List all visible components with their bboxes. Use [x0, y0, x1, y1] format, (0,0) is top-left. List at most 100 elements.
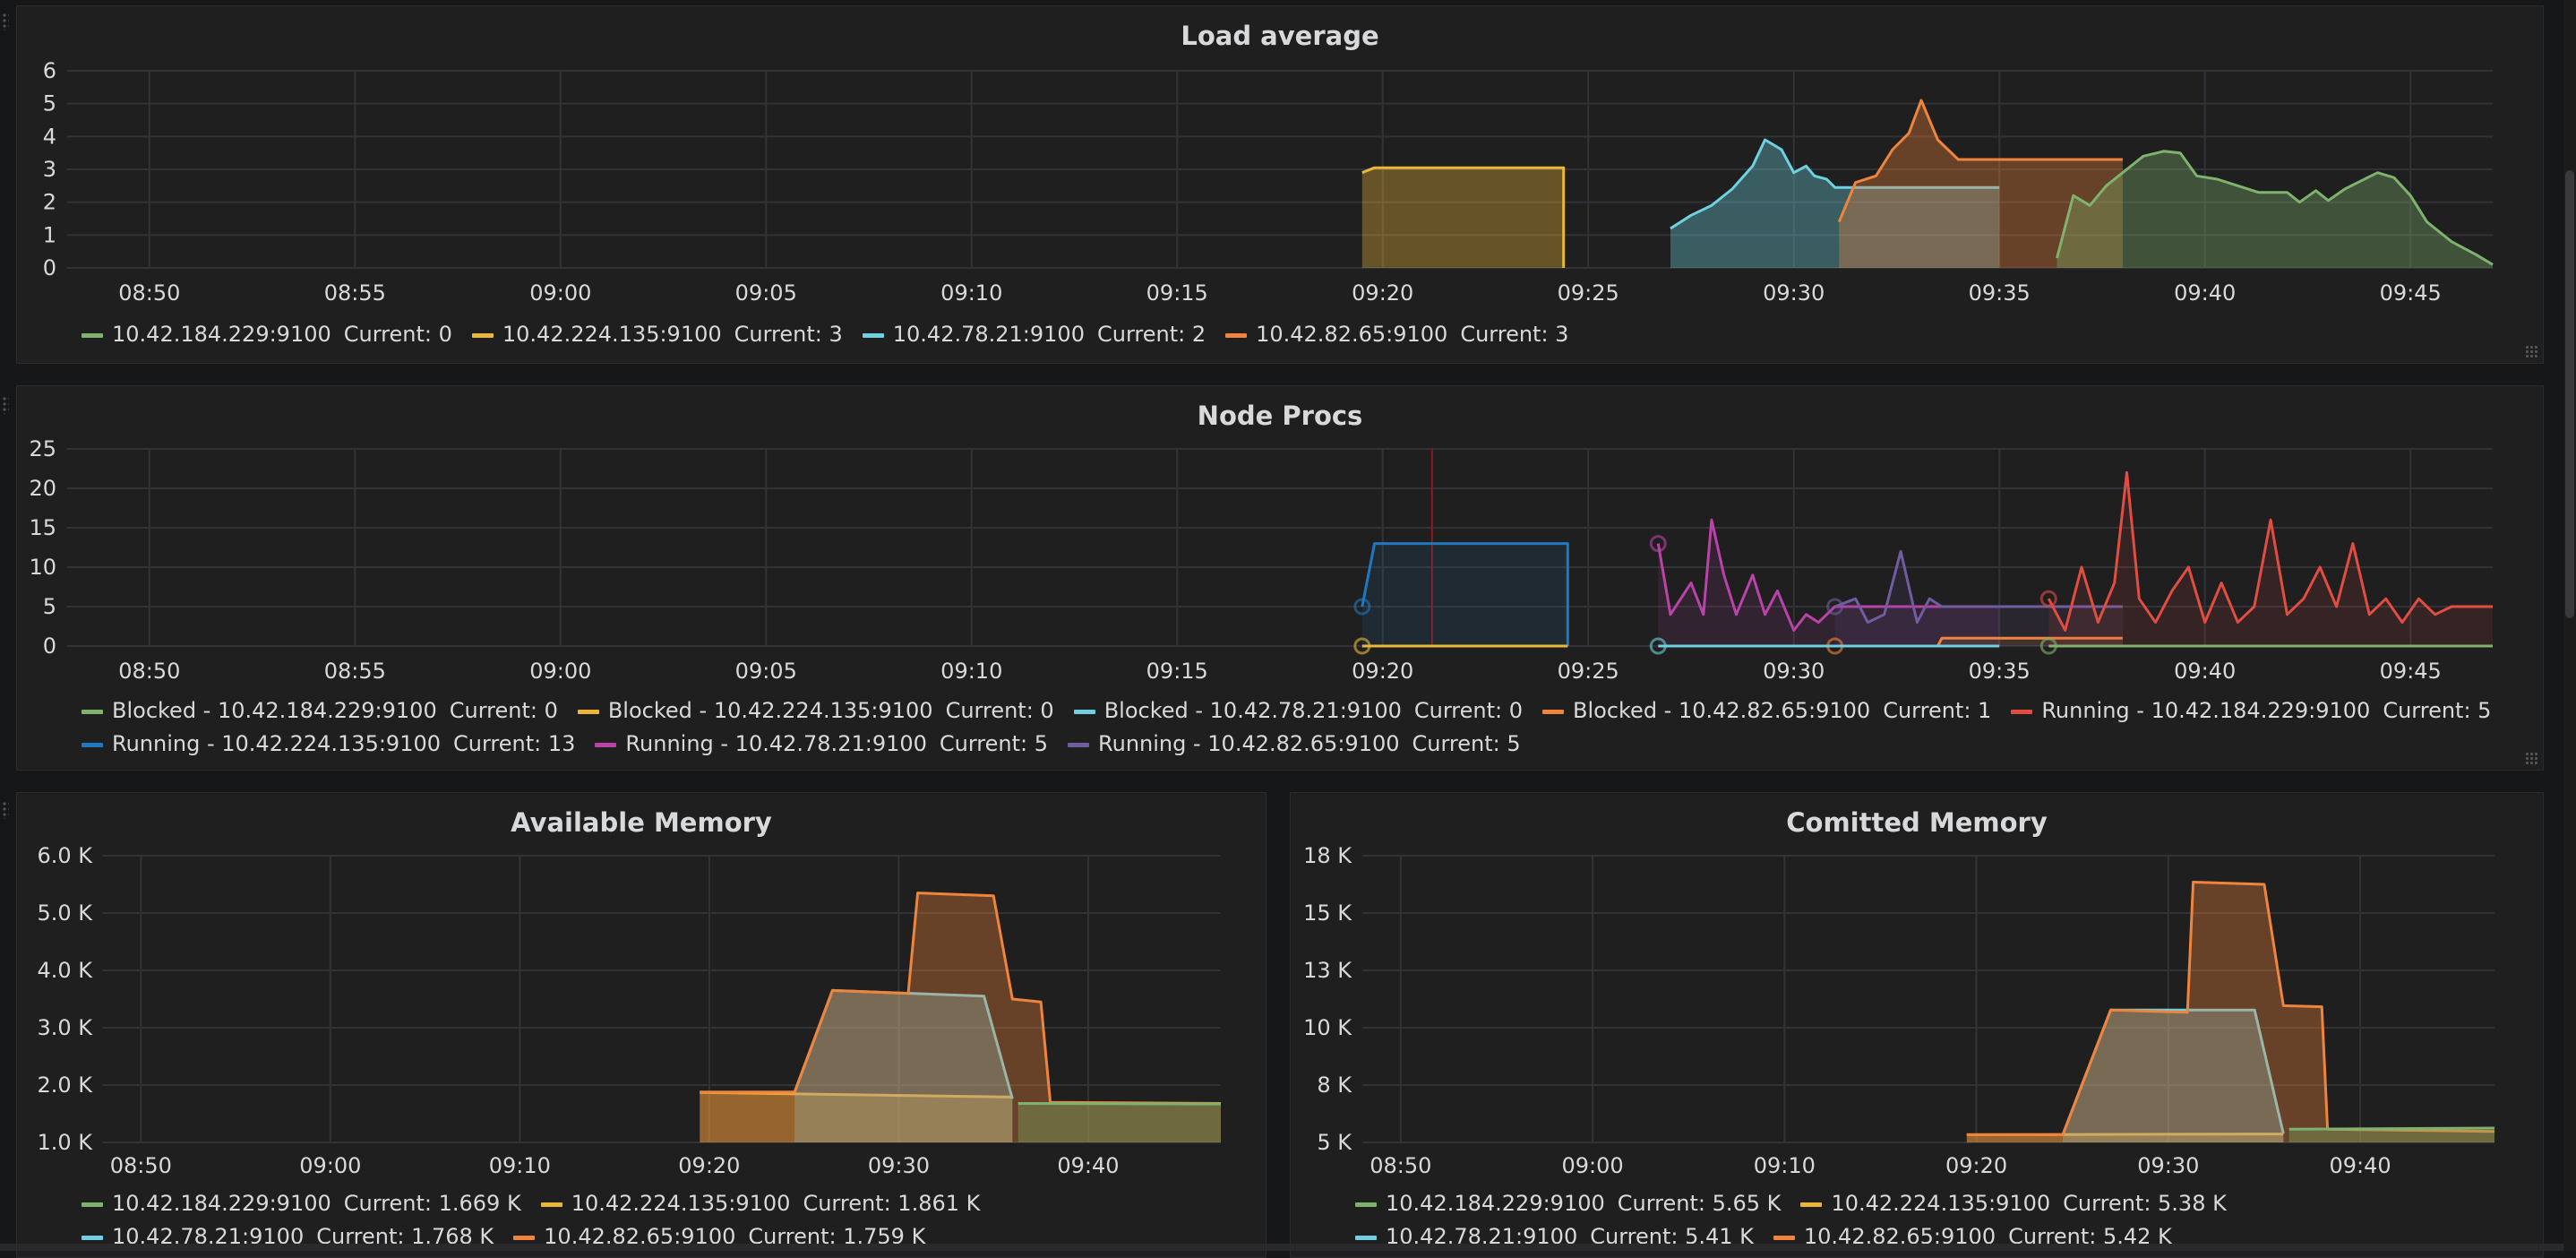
x-tick-label: 08:50 — [118, 280, 180, 306]
legend-item[interactable]: 10.42.184.229:9100 Current: 5.65 K — [1355, 1191, 1781, 1216]
available-memory-panel: Available Memory 1.0 K 2.0 K 3.0 K 4.0 K 5.0… — [16, 792, 1267, 1258]
legend-item[interactable]: 10.42.184.229:9100 Current: 0 — [82, 322, 452, 347]
legend-swatch — [82, 742, 103, 747]
legend-current-value: Current: 5.38 K — [2063, 1191, 2227, 1216]
bottom-scrollbar[interactable] — [0, 1244, 2576, 1251]
scrollbar-thumb[interactable] — [2565, 170, 2574, 618]
legend-current-value: Current: 3 — [1460, 322, 1569, 347]
x-tick-label: 09:10 — [940, 659, 1002, 684]
drag-handle[interactable] — [2, 13, 9, 30]
page-scrollbar[interactable] — [2563, 0, 2576, 1251]
load-average-chart[interactable]: 0 1 2 3 4 5 6 08:50 08:55 09:00 09:05 09:10 09:15 09:… — [17, 6, 2543, 311]
legend-swatch — [82, 1235, 103, 1240]
committed-memory-panel: Comitted Memory 5 K 8 K 10 K 13 K 15 K 18 K 08… — [1290, 792, 2544, 1258]
x-tick-label: 08:50 — [110, 1153, 172, 1178]
legend-series-name: 10.42.224.135:9100 — [1831, 1191, 2051, 1216]
x-tick-label: 09:20 — [1945, 1153, 2007, 1178]
legend-row: Running - 10.42.224.135:9100 Current: 13 R… — [82, 731, 2511, 764]
series-line — [1834, 549, 2123, 625]
legend-item[interactable]: Blocked - 10.42.78.21:9100 Current: 0 — [1073, 698, 1523, 723]
load-average-panel: Load average 0 1 2 3 4 5 6 08:50 08:55 09:00 09:05… — [16, 5, 2544, 364]
series-marker — [1649, 637, 1667, 655]
legend-row: 10.42.78.21:9100 Current: 1.768 K 10.42.82… — [82, 1224, 1000, 1257]
legend-swatch — [1355, 1202, 1377, 1207]
x-tick-label: 09:25 — [1558, 280, 1619, 306]
load-average-legend: 10.42.184.229:9100 Current: 0 10.42.224.13… — [82, 322, 1588, 355]
legend-current-value: Current: 0 — [449, 698, 558, 723]
legend-current-value: Current: 0 — [945, 698, 1054, 723]
legend-item[interactable]: 10.42.82.65:9100 Current: 3 — [1225, 322, 1568, 347]
legend-current-value: Current: 5 — [939, 731, 1049, 756]
node-procs-chart[interactable]: 0 5 10 15 20 25 08:50 08:55 09:00 09:05 09:10 09:15… — [17, 386, 2543, 691]
series-fill — [2048, 472, 2493, 646]
legend-swatch — [1773, 1235, 1795, 1240]
legend-item[interactable]: 10.42.184.229:9100 Current: 1.669 K — [82, 1191, 521, 1216]
legend-item[interactable]: Blocked - 10.42.224.135:9100 Current: 0 — [577, 698, 1054, 723]
node-procs-legend: Blocked - 10.42.184.229:9100 Current: 0 Bl… — [82, 698, 2511, 764]
panel-title[interactable]: Node Procs — [1197, 401, 1363, 431]
x-tick-label: 09:20 — [1352, 280, 1413, 306]
x-tick-label: 09:00 — [299, 1153, 361, 1178]
legend-current-value: Current: 13 — [453, 731, 576, 756]
legend-item[interactable]: Blocked - 10.42.184.229:9100 Current: 0 — [82, 698, 558, 723]
legend-row: 10.42.78.21:9100 Current: 5.41 K 10.42.82.… — [1355, 1224, 2246, 1257]
legend-swatch — [471, 332, 494, 338]
legend-item[interactable]: 10.42.78.21:9100 Current: 2 — [862, 322, 1206, 347]
legend-swatch — [595, 742, 617, 747]
x-tick-label: 09:30 — [1763, 280, 1825, 306]
legend-series-name: 10.42.82.65:9100 — [1256, 322, 1448, 347]
drag-handle[interactable] — [2, 801, 9, 819]
y-tick-label: 15 — [29, 515, 56, 540]
series-fill — [700, 1092, 1013, 1142]
legend-item[interactable]: Running - 10.42.78.21:9100 Current: 5 — [595, 731, 1048, 756]
x-tick-label: 09:40 — [1057, 1153, 1119, 1178]
y-tick-label: 1.0 K — [37, 1130, 93, 1155]
x-tick-label: 08:50 — [118, 659, 180, 684]
committed-memory-chart[interactable]: 5 K 8 K 10 K 13 K 15 K 18 K 08:50 09:00 09:10 09:… — [1291, 793, 2543, 1187]
y-tick-label: 18 K — [1303, 843, 1352, 868]
legend-current-value: Current: 1.861 K — [803, 1191, 981, 1216]
x-tick-label: 09:25 — [1558, 659, 1619, 684]
legend-swatch — [82, 1202, 103, 1207]
panel-title[interactable]: Comitted Memory — [1786, 807, 2048, 838]
x-tick-label: 09:30 — [2137, 1153, 2199, 1178]
legend-series-name: Blocked - 10.42.184.229:9100 — [112, 698, 437, 723]
y-tick-label: 6 — [43, 58, 56, 83]
series-fill — [2062, 1010, 2284, 1142]
legend-item[interactable]: Running - 10.42.82.65:9100 Current: 5 — [1068, 731, 1521, 756]
legend-series-name: Running - 10.42.224.135:9100 — [112, 731, 442, 756]
series-fill — [1018, 1103, 1221, 1142]
x-tick-label: 09:00 — [529, 280, 591, 306]
series-fill — [1670, 140, 2000, 268]
x-tick-label: 09:35 — [1969, 280, 2031, 306]
legend-item[interactable]: 10.42.224.135:9100 Current: 3 — [471, 322, 843, 347]
panel-title[interactable]: Available Memory — [511, 807, 772, 838]
legend-swatch — [513, 1235, 536, 1240]
resize-handle[interactable] — [2525, 345, 2539, 359]
drag-handle[interactable] — [2, 396, 9, 414]
x-tick-label: 09:40 — [2174, 659, 2236, 684]
series-line — [1361, 166, 1566, 268]
x-tick-label: 09:05 — [735, 280, 797, 306]
series-fill — [1361, 168, 1564, 268]
legend-item[interactable]: Blocked - 10.42.82.65:9100 Current: 1 — [1542, 698, 1991, 723]
available-memory-chart[interactable]: 1.0 K 2.0 K 3.0 K 4.0 K 5.0 K 6.0 K 08:50 09:00… — [17, 793, 1266, 1187]
legend-item[interactable]: 10.42.224.135:9100 Current: 1.861 K — [540, 1191, 981, 1216]
x-tick-label: 09:20 — [1352, 659, 1413, 684]
panel-title[interactable]: Load average — [1181, 21, 1379, 51]
y-tick-label: 0 — [43, 633, 56, 659]
resize-handle[interactable] — [2525, 752, 2539, 766]
legend-item[interactable]: 10.42.224.135:9100 Current: 5.38 K — [1800, 1191, 2227, 1216]
series-line — [2288, 1126, 2495, 1131]
node-procs-panel: Node Procs 0 5 10 15 20 25 08:50 08:55 09:00 09:0… — [16, 385, 2544, 771]
series-line — [700, 892, 1222, 1105]
y-tick-label: 0 — [43, 255, 56, 280]
series-line — [1018, 1102, 1222, 1106]
legend-current-value: Current: 1 — [1883, 698, 1992, 723]
legend-swatch — [540, 1202, 562, 1207]
y-tick-label: 15 K — [1303, 900, 1352, 926]
legend-item[interactable]: Running - 10.42.224.135:9100 Current: 13 — [82, 731, 575, 756]
x-tick-label: 09:05 — [735, 659, 797, 684]
legend-item[interactable]: Running - 10.42.184.229:9100 Current: 5 — [2011, 698, 2491, 723]
legend-series-name: Running - 10.42.184.229:9100 — [2041, 698, 2371, 723]
